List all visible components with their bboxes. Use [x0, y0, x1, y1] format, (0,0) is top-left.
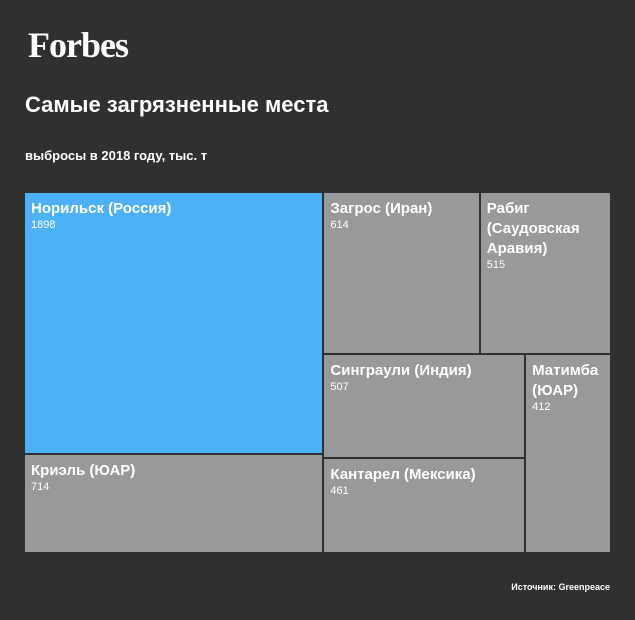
tile-label: Норильск (Россия) [31, 200, 172, 217]
treemap-tile-kriel: Криэль (ЮАР) 714 [24, 454, 324, 553]
treemap-tile-norilsk: Норильск (Россия) 1898 [24, 192, 324, 455]
tile-value: 461 [330, 485, 349, 498]
source-note: Источник: Greenpeace [511, 582, 610, 592]
forbes-logo: Forbes [28, 25, 129, 65]
tile-label: Кантарел (Мексика) [330, 466, 476, 484]
tile-value: 507 [330, 381, 349, 394]
treemap-tile-cantarell: Кантарел (Мексика) 461 [323, 458, 526, 553]
tile-value: 1898 [31, 219, 56, 231]
treemap-tile-singrauli: Синграули (Индия) 507 [323, 354, 526, 459]
treemap-tile-zagros: Загрос (Иран) 614 [323, 192, 480, 355]
tile-label: Рабиг (Саудовская Аравия) [486, 200, 580, 257]
tile-label: Криэль (ЮАР) [31, 462, 136, 480]
tile-label: Матимба (ЮАР) [532, 362, 599, 400]
treemap-tile-matimba: Матимба (ЮАР) 412 [525, 354, 611, 553]
chart-subtitle: выбросы в 2018 году, тыс. т [25, 148, 208, 163]
chart-title: Самые загрязненные места [25, 92, 329, 117]
tile-value: 614 [330, 219, 349, 231]
tile-label: Загрос (Иран) [330, 200, 433, 217]
treemap-chart: Норильск (Россия) 1898 Криэль (ЮАР) 714 … [24, 192, 611, 553]
tile-value: 412 [532, 401, 551, 414]
tile-label: Синграули (Индия) [330, 362, 472, 380]
tile-value: 515 [486, 259, 506, 271]
treemap-tile-rabigh: Рабиг (Саудовская Аравия) 515 [479, 192, 611, 355]
tile-value: 714 [31, 481, 50, 494]
